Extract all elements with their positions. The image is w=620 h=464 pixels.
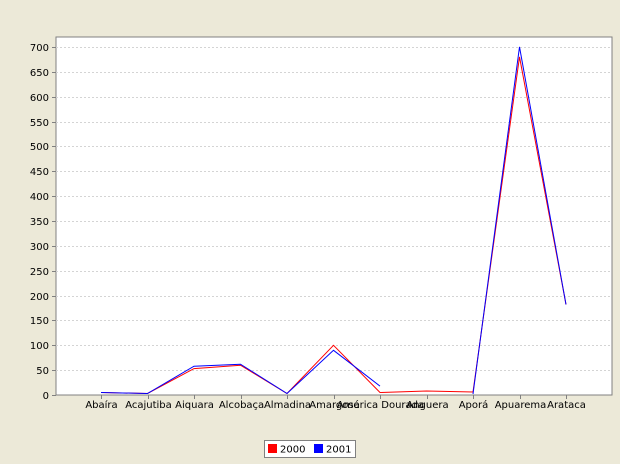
series-lines <box>100 46 567 395</box>
y-tick-label: 600 <box>30 93 49 104</box>
legend-box <box>264 440 356 458</box>
legend: 2000 2001 <box>264 440 356 458</box>
legend-swatch-2001 <box>314 444 323 453</box>
y-tick-label: 200 <box>30 292 49 303</box>
series-line-2001 <box>100 349 381 395</box>
x-tick-label: Aporá <box>459 399 489 411</box>
x-tick-label: Anguera <box>406 400 448 411</box>
x-tick-label: Almadina <box>264 400 311 411</box>
legend-label-2000: 2000 <box>280 445 305 456</box>
x-tick-label: Amargosa <box>309 400 359 411</box>
y-tick-label: 550 <box>30 118 49 129</box>
y-tick-label: 500 <box>30 142 49 153</box>
series-line-2001 <box>472 46 567 395</box>
x-tick-label: Arataca <box>547 400 586 411</box>
x-tick-label: América Dourada <box>337 399 424 411</box>
x-tick-label: Aiquara <box>175 400 214 411</box>
plot-area <box>55 36 613 396</box>
x-tick-label: Apuarema <box>495 400 547 411</box>
y-tick-label: 400 <box>30 192 49 203</box>
y-tick-label: 150 <box>30 316 49 327</box>
y-tick-label: 0 <box>43 391 49 402</box>
x-tick-label: Acajutiba <box>125 400 172 411</box>
axes: 0 50 100 150 200 250 300 350 400 450 500 550 600 650 7… <box>30 43 586 411</box>
x-tick-label: Alcobaça <box>219 400 264 411</box>
y-tick-label: 450 <box>30 167 49 178</box>
legend-label-2001: 2001 <box>326 445 351 456</box>
y-tick-label: 650 <box>30 68 49 79</box>
x-tick-label: Abaíra <box>85 399 117 411</box>
y-tick-label: 350 <box>30 217 49 228</box>
y-tick-label: 250 <box>30 267 49 278</box>
y-tick-label: 700 <box>30 43 49 54</box>
y-tick-label: 300 <box>30 242 49 253</box>
y-tick-label: 100 <box>30 341 49 352</box>
legend-swatch-2000 <box>268 444 277 453</box>
y-tick-label: 50 <box>36 366 49 377</box>
